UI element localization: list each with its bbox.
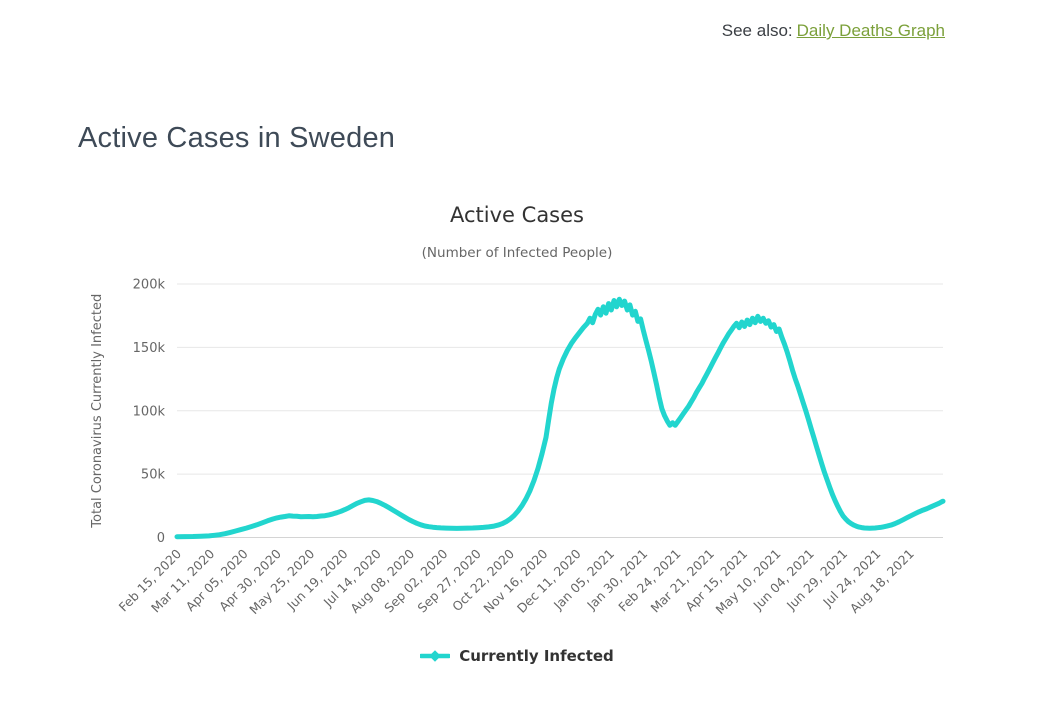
y-axis-title: Total Coronavirus Currently Infected xyxy=(90,294,105,529)
daily-deaths-graph-link[interactable]: Daily Deaths Graph xyxy=(796,21,945,40)
y-tick-label: 200k xyxy=(133,278,166,293)
legend-item-currently-infected[interactable]: Currently Infected xyxy=(75,647,959,665)
y-tick-label: 150k xyxy=(133,341,166,356)
page-title: Active Cases in Sweden xyxy=(78,122,396,154)
y-tick-label: 100k xyxy=(133,404,166,419)
chart-plot-area: 0 50k 100k 150k 200k Total Coronavirus Curren… xyxy=(90,278,946,617)
legend-line-diamond-icon xyxy=(420,650,451,662)
y-tick-label: 50k xyxy=(141,468,166,483)
active-cases-chart: Active Cases (Number of Infected People)… xyxy=(75,195,959,675)
legend-label: Currently Infected xyxy=(459,647,614,665)
see-also: See also: Daily Deaths Graph xyxy=(722,21,945,41)
y-tick-label: 0 xyxy=(157,531,165,546)
currently-infected-line[interactable] xyxy=(174,296,946,540)
chart-subtitle: (Number of Infected People) xyxy=(421,245,613,261)
see-also-label: See also: xyxy=(721,21,793,40)
chart-title: Active Cases xyxy=(450,203,584,227)
